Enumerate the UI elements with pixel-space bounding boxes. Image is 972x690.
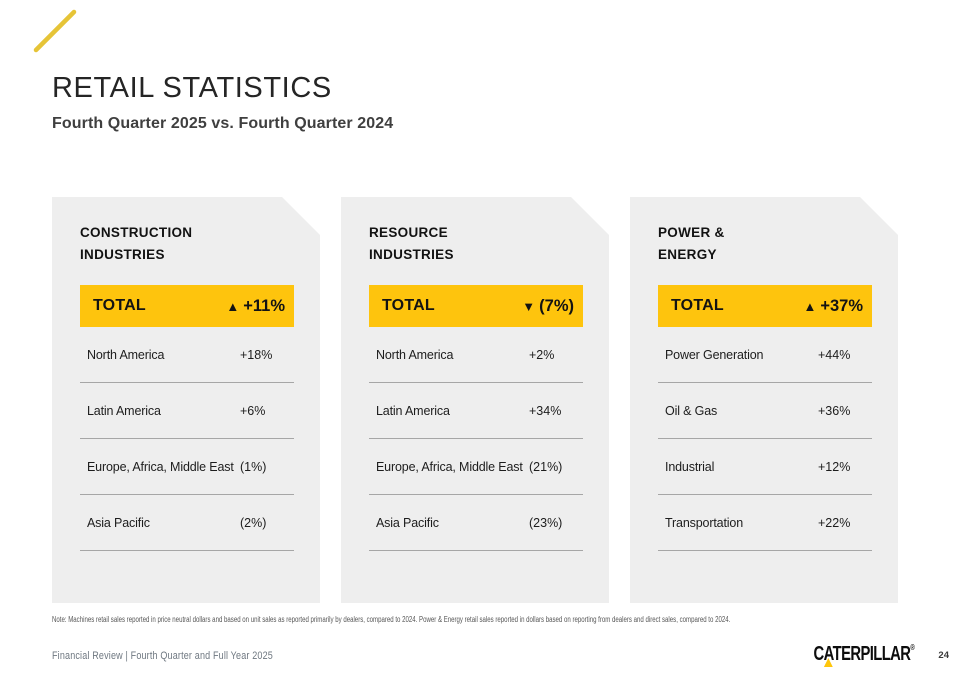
stat-row: Asia Pacific (23%) bbox=[369, 495, 583, 551]
row-label: Europe, Africa, Middle East bbox=[87, 459, 234, 474]
row-value: (23%) bbox=[529, 515, 563, 530]
stat-cards: CONSTRUCTION INDUSTRIES TOTAL ▲ +11% Nor… bbox=[52, 197, 898, 603]
card-title-line1: RESOURCE bbox=[369, 225, 448, 240]
card-resource-industries: RESOURCE INDUSTRIES TOTAL ▼ (7%) North A… bbox=[341, 197, 609, 603]
total-bar: TOTAL ▲ +37% bbox=[658, 285, 872, 327]
stat-row: Latin America +6% bbox=[80, 383, 294, 439]
row-value: +22% bbox=[818, 515, 851, 530]
card-title-line1: CONSTRUCTION bbox=[80, 225, 193, 240]
total-value-group: ▼ (7%) bbox=[522, 297, 574, 316]
stat-row: Asia Pacific (2%) bbox=[80, 495, 294, 551]
stat-row: Transportation +22% bbox=[658, 495, 872, 551]
card-construction-industries: CONSTRUCTION INDUSTRIES TOTAL ▲ +11% Nor… bbox=[52, 197, 320, 603]
stat-row: Power Generation +44% bbox=[658, 327, 872, 383]
row-value: +44% bbox=[818, 347, 851, 362]
row-value: +2% bbox=[529, 347, 555, 362]
page-number: 24 bbox=[938, 650, 949, 661]
row-value: +36% bbox=[818, 403, 851, 418]
logo-text: CATERPILLAR bbox=[813, 643, 911, 665]
card-title-line2: INDUSTRIES bbox=[369, 247, 454, 262]
slide-header: RETAIL STATISTICS Fourth Quarter 2025 vs… bbox=[52, 72, 394, 133]
caterpillar-logo: CATERPILLAR® bbox=[813, 643, 915, 667]
stat-row: Europe, Africa, Middle East (21%) bbox=[369, 439, 583, 495]
card-title: POWER & ENERGY bbox=[658, 222, 872, 266]
stat-rows: North America +2% Latin America +34% Eur… bbox=[369, 327, 583, 551]
total-bar: TOTAL ▼ (7%) bbox=[369, 285, 583, 327]
total-value-group: ▲ +37% bbox=[803, 297, 863, 316]
total-value: +11% bbox=[243, 296, 285, 315]
row-label: North America bbox=[87, 347, 165, 362]
card-title-line1: POWER & bbox=[658, 225, 725, 240]
stat-rows: North America +18% Latin America +6% Eur… bbox=[80, 327, 294, 551]
card-power-energy: POWER & ENERGY TOTAL ▲ +37% Power Genera… bbox=[630, 197, 898, 603]
total-label: TOTAL bbox=[382, 297, 435, 314]
row-label: Power Generation bbox=[665, 347, 764, 362]
page-title: RETAIL STATISTICS bbox=[52, 72, 332, 104]
footnote: Note: Machines retail sales reported in … bbox=[52, 615, 731, 624]
registered-trademark-icon: ® bbox=[910, 643, 915, 652]
total-value-group: ▲ +11% bbox=[226, 297, 285, 316]
total-bar: TOTAL ▲ +11% bbox=[80, 285, 294, 327]
row-label: North America bbox=[376, 347, 454, 362]
stat-row: Oil & Gas +36% bbox=[658, 383, 872, 439]
row-value: +34% bbox=[529, 403, 562, 418]
row-value: +6% bbox=[240, 403, 266, 418]
total-label: TOTAL bbox=[671, 297, 724, 314]
row-value: (1%) bbox=[240, 459, 267, 474]
stat-row: North America +18% bbox=[80, 327, 294, 383]
row-label: Europe, Africa, Middle East bbox=[376, 459, 523, 474]
card-title-line2: ENERGY bbox=[658, 247, 717, 262]
stat-row: North America +2% bbox=[369, 327, 583, 383]
stat-row: Industrial +12% bbox=[658, 439, 872, 495]
up-arrow-icon: ▲ bbox=[226, 298, 240, 314]
row-value: +18% bbox=[240, 347, 273, 362]
card-title: RESOURCE INDUSTRIES bbox=[369, 222, 583, 266]
footer-title: Financial Review | Fourth Quarter and Fu… bbox=[52, 650, 273, 662]
stat-row: Latin America +34% bbox=[369, 383, 583, 439]
total-value: +37% bbox=[820, 296, 863, 315]
stat-rows: Power Generation +44% Oil & Gas +36% Ind… bbox=[658, 327, 872, 551]
row-label: Industrial bbox=[665, 459, 715, 474]
total-value: (7%) bbox=[539, 296, 574, 315]
page-subtitle: Fourth Quarter 2025 vs. Fourth Quarter 2… bbox=[52, 114, 394, 132]
card-title-line2: INDUSTRIES bbox=[80, 247, 165, 262]
row-label: Asia Pacific bbox=[376, 515, 439, 530]
row-value: +12% bbox=[818, 459, 851, 474]
down-arrow-icon: ▼ bbox=[522, 298, 536, 314]
total-label: TOTAL bbox=[93, 297, 146, 314]
accent-slash-icon bbox=[30, 6, 82, 56]
row-label: Asia Pacific bbox=[87, 515, 150, 530]
row-value: (2%) bbox=[240, 515, 267, 530]
row-value: (21%) bbox=[529, 459, 563, 474]
up-arrow-icon: ▲ bbox=[803, 298, 817, 314]
row-label: Oil & Gas bbox=[665, 403, 718, 418]
row-label: Latin America bbox=[376, 403, 450, 418]
logo-triangle-icon bbox=[824, 658, 834, 667]
row-label: Latin America bbox=[87, 403, 161, 418]
card-title: CONSTRUCTION INDUSTRIES bbox=[80, 222, 294, 266]
stat-row: Europe, Africa, Middle East (1%) bbox=[80, 439, 294, 495]
row-label: Transportation bbox=[665, 515, 744, 530]
